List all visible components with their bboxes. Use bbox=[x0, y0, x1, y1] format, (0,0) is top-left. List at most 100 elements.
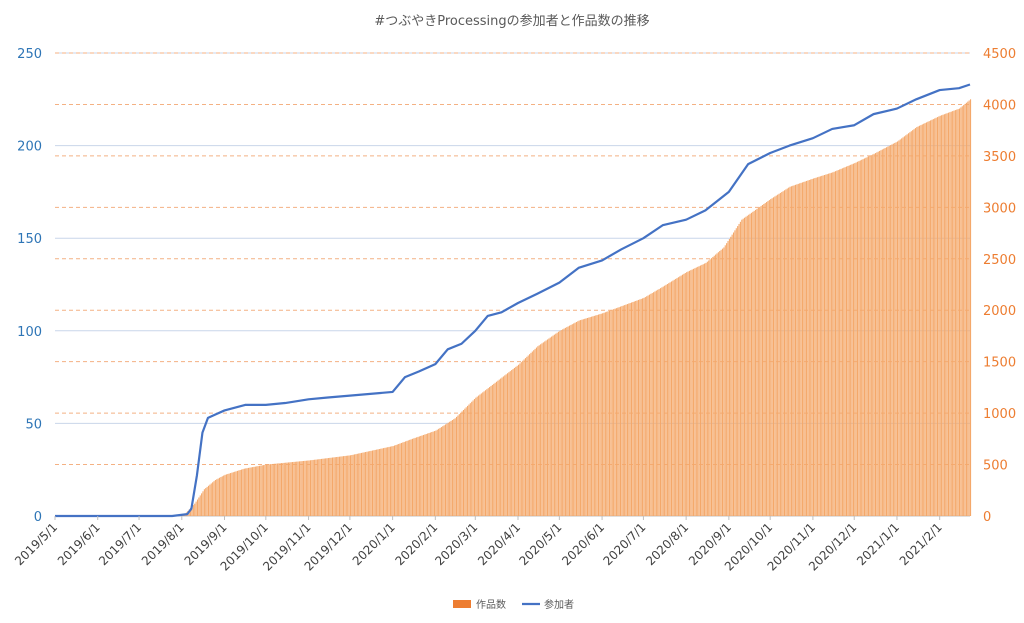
left-axis-ticks: 0 50 100 150 200 250 bbox=[17, 47, 42, 525]
bar bbox=[941, 115, 943, 516]
bar bbox=[748, 214, 750, 516]
bar bbox=[739, 221, 741, 516]
bar bbox=[400, 442, 402, 516]
bar bbox=[658, 288, 660, 516]
bar bbox=[934, 118, 936, 517]
bar bbox=[943, 114, 945, 516]
bar bbox=[480, 393, 482, 516]
bar bbox=[473, 399, 476, 516]
bar bbox=[363, 452, 365, 516]
bar bbox=[963, 105, 965, 516]
bar bbox=[391, 446, 393, 516]
bar bbox=[509, 371, 511, 516]
bar bbox=[334, 457, 336, 516]
bar bbox=[196, 499, 199, 516]
bar bbox=[693, 268, 695, 516]
bar bbox=[610, 310, 612, 516]
bar bbox=[331, 457, 334, 516]
bar bbox=[600, 313, 602, 516]
bar bbox=[738, 223, 740, 516]
bar bbox=[224, 474, 226, 516]
bar bbox=[385, 447, 387, 516]
bar bbox=[267, 464, 269, 516]
bar bbox=[602, 313, 604, 516]
bar bbox=[387, 447, 389, 516]
bar bbox=[764, 203, 766, 516]
bar bbox=[734, 230, 736, 517]
bar bbox=[289, 462, 291, 516]
bar bbox=[688, 270, 690, 516]
bar bbox=[647, 295, 649, 516]
bar bbox=[704, 263, 706, 516]
bar bbox=[828, 173, 830, 517]
bar bbox=[925, 122, 927, 517]
bar bbox=[308, 460, 310, 516]
bar bbox=[316, 459, 318, 516]
bar bbox=[597, 314, 600, 516]
bar bbox=[619, 306, 622, 516]
bar bbox=[862, 159, 864, 516]
bar bbox=[249, 467, 251, 516]
bar bbox=[230, 473, 232, 516]
bar bbox=[444, 424, 447, 516]
bar bbox=[603, 312, 605, 516]
bar bbox=[435, 430, 437, 516]
bar bbox=[629, 303, 631, 516]
legend: 作品数 参加者 bbox=[453, 598, 574, 611]
bar bbox=[852, 163, 854, 517]
bar bbox=[506, 373, 509, 516]
bar bbox=[352, 454, 354, 516]
bar bbox=[839, 169, 841, 516]
x-tick-label: 2020/1/1 bbox=[350, 520, 398, 568]
bar bbox=[296, 461, 298, 516]
bar bbox=[741, 219, 743, 516]
bar bbox=[686, 272, 688, 516]
bar bbox=[615, 308, 617, 516]
left-tick-label: 100 bbox=[17, 325, 42, 340]
bar bbox=[345, 455, 347, 516]
bar bbox=[840, 168, 842, 516]
bar bbox=[661, 287, 663, 516]
bar bbox=[217, 478, 219, 516]
bar bbox=[825, 174, 827, 516]
bar bbox=[403, 441, 405, 516]
bar bbox=[374, 449, 376, 516]
bar bbox=[446, 423, 448, 516]
bar bbox=[845, 166, 848, 516]
bar bbox=[223, 475, 225, 516]
bar bbox=[247, 467, 250, 516]
bar bbox=[213, 481, 215, 516]
bar bbox=[947, 112, 950, 517]
bar bbox=[624, 305, 626, 516]
bar bbox=[278, 463, 280, 516]
bar bbox=[586, 317, 589, 516]
bar bbox=[265, 464, 267, 516]
bar bbox=[498, 379, 500, 516]
bar bbox=[563, 328, 565, 516]
bar bbox=[873, 153, 875, 516]
bar bbox=[812, 178, 815, 516]
bar bbox=[632, 301, 634, 516]
bar bbox=[580, 320, 582, 516]
bar bbox=[216, 479, 218, 516]
bar bbox=[719, 251, 721, 516]
bar bbox=[876, 152, 878, 516]
bar bbox=[885, 147, 888, 517]
x-tick-label: 2019/7/1 bbox=[96, 520, 144, 568]
bar bbox=[819, 176, 821, 516]
bar bbox=[611, 309, 613, 516]
bar bbox=[560, 330, 562, 516]
bar bbox=[348, 455, 350, 516]
bar bbox=[541, 343, 543, 516]
bar bbox=[301, 461, 303, 516]
bar bbox=[595, 315, 597, 516]
bar bbox=[843, 167, 845, 516]
bar bbox=[438, 428, 440, 516]
bar bbox=[220, 477, 222, 516]
bar bbox=[581, 319, 583, 516]
bar bbox=[250, 467, 252, 516]
bar bbox=[783, 190, 786, 516]
bar bbox=[326, 458, 328, 516]
bar bbox=[451, 420, 453, 516]
bar bbox=[195, 501, 197, 516]
